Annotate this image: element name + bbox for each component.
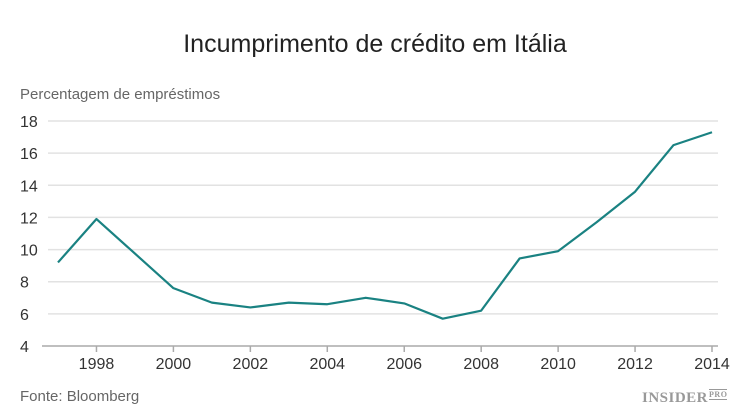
- x-tick-label: 2012: [617, 356, 653, 373]
- y-tick-label: 16: [20, 146, 38, 163]
- y-tick-label: 18: [20, 114, 38, 131]
- x-tick-label: 2008: [463, 356, 499, 373]
- x-tick-label: 2006: [386, 356, 422, 373]
- series-line: [57, 131, 713, 320]
- y-tick-label: 4: [20, 339, 29, 356]
- chart-title: Incumprimento de crédito em Itália: [183, 30, 567, 58]
- x-tick-label: 2010: [540, 356, 576, 373]
- x-tick-label: 1998: [79, 356, 115, 373]
- y-tick-label: 10: [20, 243, 38, 260]
- x-tick-label: 2004: [309, 356, 345, 373]
- y-axis-label: Percentagem de empréstimos: [20, 86, 221, 103]
- logo-suffix: PRO: [709, 389, 728, 400]
- logo-text: INSIDER: [642, 390, 709, 406]
- x-tick-label: 2014: [694, 356, 730, 373]
- x-tick-label: 2002: [233, 356, 269, 373]
- y-tick-label: 14: [20, 178, 38, 195]
- x-tick-label: 2000: [156, 356, 192, 373]
- source-note: Fonte: Bloomberg: [20, 388, 140, 405]
- y-tick-label: 8: [20, 275, 29, 292]
- insider-pro-logo: INSIDERPRO: [642, 389, 728, 407]
- y-tick-label: 12: [20, 210, 38, 227]
- y-tick-label: 6: [20, 307, 29, 324]
